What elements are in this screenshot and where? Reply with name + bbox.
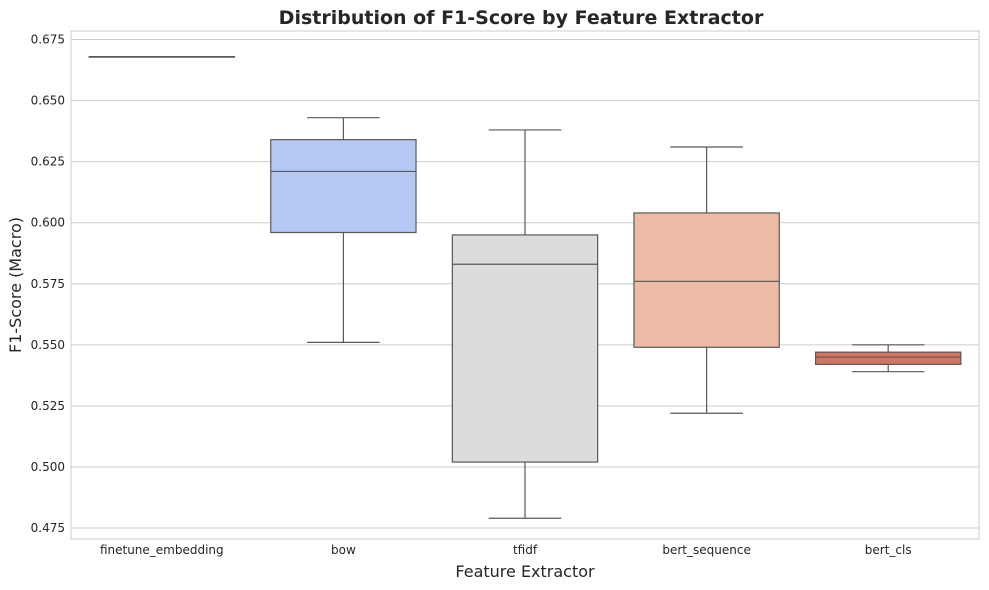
y-tick-label: 0.525 bbox=[31, 399, 65, 413]
box-bert-sequence bbox=[633, 146, 780, 414]
y-axis-label: F1-Score (Macro) bbox=[6, 217, 25, 353]
chart-title: Distribution of F1-Score by Feature Extr… bbox=[279, 7, 764, 29]
boxes-layer bbox=[88, 56, 962, 519]
y-tick-labels: 0.475 0.500 0.525 0.550 0.575 0.600 0.625 0.650… bbox=[31, 33, 65, 535]
iqr-box bbox=[814, 351, 962, 365]
y-tick-label: 0.650 bbox=[31, 94, 65, 108]
y-tick-label: 0.550 bbox=[31, 338, 65, 352]
iqr-box bbox=[451, 234, 599, 463]
y-tick-label: 0.625 bbox=[31, 155, 65, 169]
x-tick-label: bow bbox=[331, 543, 356, 557]
x-axis-label: Feature Extractor bbox=[455, 562, 595, 581]
iqr-box bbox=[633, 212, 780, 348]
y-tick-label: 0.500 bbox=[31, 460, 65, 474]
x-tick-label: bert_cls bbox=[865, 543, 912, 557]
y-tick-label: 0.575 bbox=[31, 277, 65, 291]
x-tick-label: tfidf bbox=[513, 543, 538, 557]
plot-area-frame bbox=[70, 30, 980, 540]
box-bow bbox=[270, 117, 417, 343]
y-tick-label: 0.675 bbox=[31, 33, 65, 47]
x-tick-label: finetune_embedding bbox=[100, 543, 224, 557]
iqr-box bbox=[270, 139, 417, 234]
box-bert-cls bbox=[814, 344, 962, 373]
box-tfidf bbox=[451, 129, 599, 519]
box-finetune-embedding bbox=[88, 56, 236, 58]
x-tick-labels: finetune_embedding bow tfidf bert_sequence b… bbox=[100, 543, 912, 557]
x-tick-label: bert_sequence bbox=[662, 543, 750, 557]
y-tick-label: 0.475 bbox=[31, 521, 65, 535]
y-tick-label: 0.600 bbox=[31, 216, 65, 230]
